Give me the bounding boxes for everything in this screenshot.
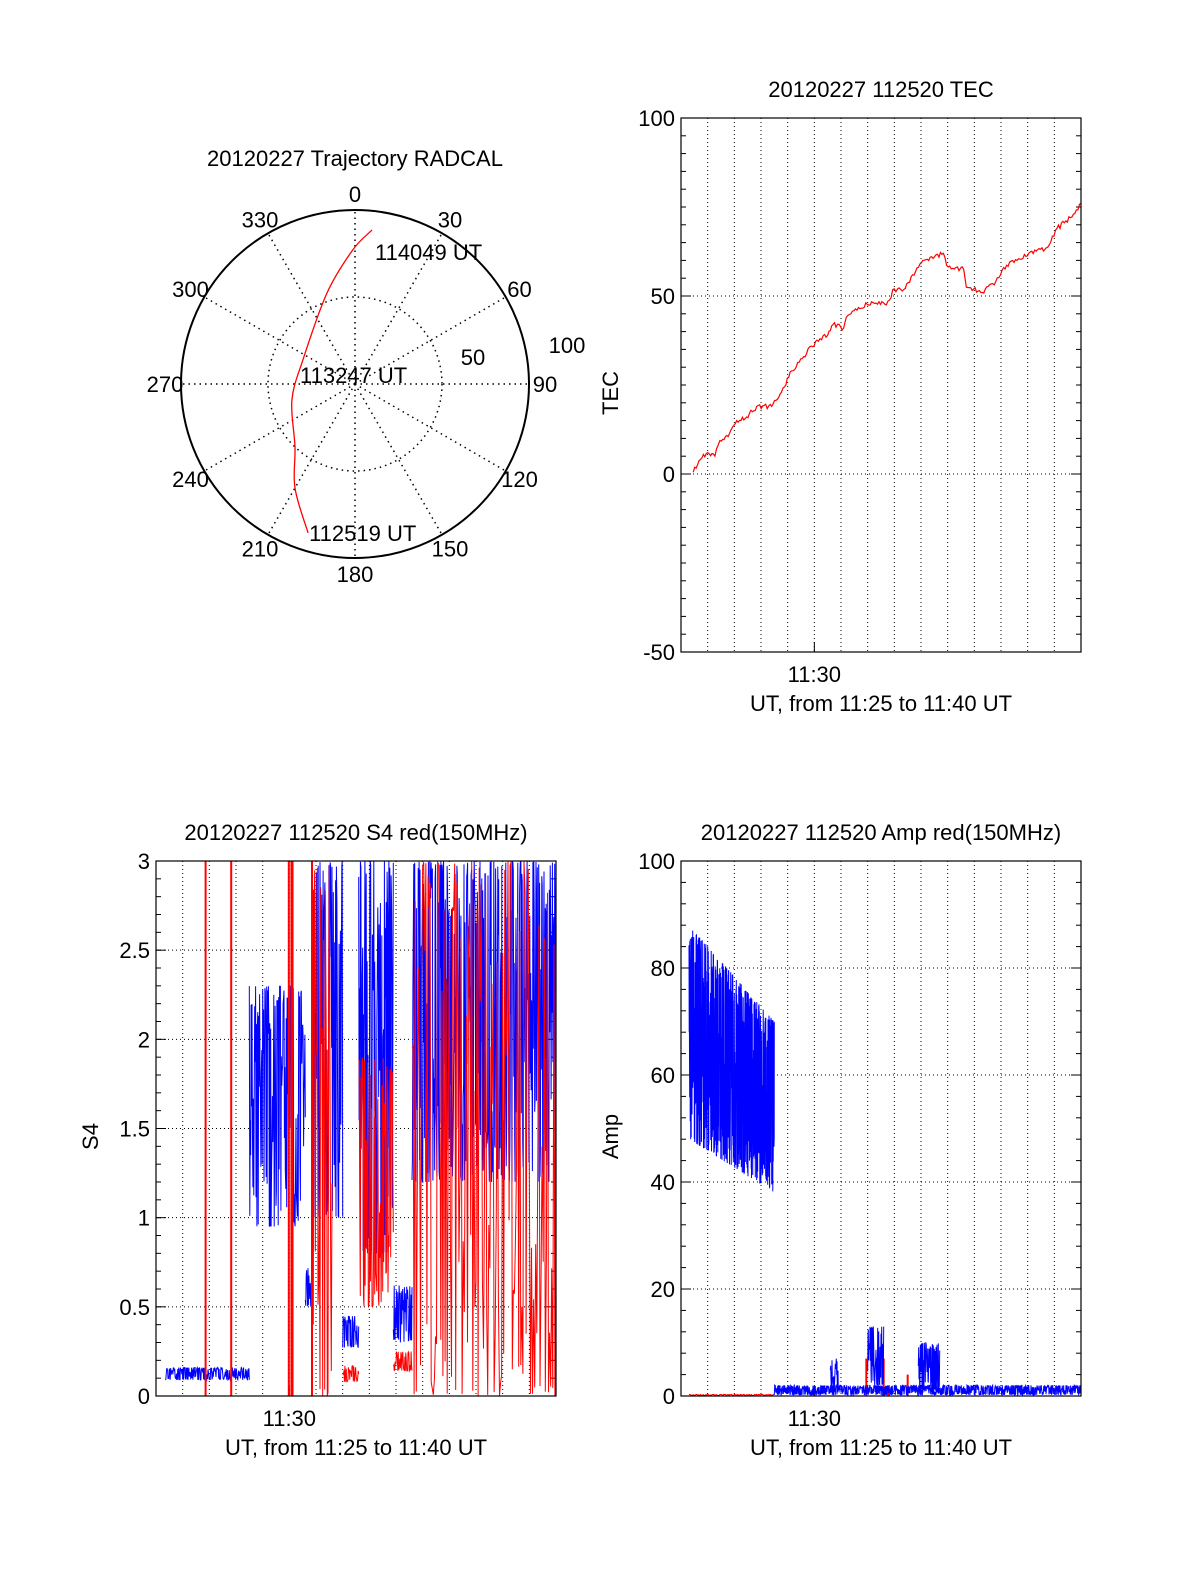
- polar-spoke: [354, 383, 507, 472]
- y-tick-label: 2.5: [119, 938, 150, 963]
- s4-blue-segment: [392, 1285, 413, 1343]
- polar-spoke: [354, 296, 507, 385]
- polar-angle-label: 150: [432, 537, 469, 562]
- polar-angle-label: 60: [507, 277, 531, 302]
- polar-angle-label: 210: [242, 537, 279, 562]
- amp-red-segment: [688, 1393, 775, 1396]
- y-tick-label: 40: [651, 1170, 675, 1195]
- polar-spoke: [203, 296, 356, 385]
- amp-blue-segment: [917, 1342, 941, 1391]
- s4-blue-segment: [248, 985, 306, 1227]
- trajectory-end-label: 114049 UT: [375, 240, 482, 265]
- plot-frame: [680, 860, 1082, 1397]
- s4-blue-segment: [165, 1366, 250, 1382]
- polar-radius-label: 50: [461, 345, 485, 370]
- s4-red-segment: [358, 1057, 394, 1308]
- chart-title: 20120227 112520 S4 red(150MHz): [184, 820, 527, 845]
- y-axis-label: Amp: [598, 1114, 623, 1159]
- y-tick-label: -50: [643, 640, 675, 665]
- polar-angle-label: 0: [349, 182, 361, 207]
- y-tick-label: 100: [638, 106, 675, 131]
- y-tick-label: 2: [138, 1027, 150, 1052]
- y-tick-label: 20: [651, 1277, 675, 1302]
- polar-angle-label: 120: [501, 467, 538, 492]
- polar-angle-label: 300: [172, 277, 209, 302]
- x-axis-label: UT, from 11:25 to 11:40 UT: [750, 691, 1012, 716]
- y-tick-label: 3: [138, 849, 150, 874]
- y-tick-label: 80: [651, 956, 675, 981]
- y-axis-label: S4: [78, 1123, 103, 1150]
- trajectory-start-label: 112519 UT: [309, 521, 416, 546]
- polar-angle-label: 330: [242, 207, 279, 232]
- plot-area: [692, 202, 1081, 473]
- polar-inner-circle: [267, 296, 443, 472]
- tec-line: [692, 202, 1081, 473]
- plot-frame: [155, 860, 557, 1397]
- polar-angle-label: 240: [172, 467, 209, 492]
- y-tick-label: 50: [651, 284, 675, 309]
- polar-spoke: [267, 383, 356, 536]
- polar-spoke: [203, 383, 356, 472]
- y-tick-label: 60: [651, 1063, 675, 1088]
- amp-blue-segment: [688, 930, 775, 1192]
- x-tick-label: 11:30: [263, 1406, 316, 1431]
- polar-angle-label: 90: [533, 372, 557, 397]
- y-tick-label: 100: [638, 849, 675, 874]
- polar-trajectory-panel: 20120227 Trajectory RADCAL 0 30 60 90 120 150 1…: [147, 146, 586, 587]
- y-tick-label: 0: [663, 462, 675, 487]
- s4-red-segment: [392, 1350, 413, 1373]
- polar-spoke: [267, 232, 356, 385]
- polar-angle-label: 30: [438, 207, 462, 232]
- polar-outer-circle: [180, 209, 530, 559]
- y-tick-label: 0: [663, 1384, 675, 1409]
- s4-red-segment: [342, 1365, 360, 1383]
- s4-red-segment: [411, 861, 556, 1396]
- x-tick-label: 11:30: [788, 662, 841, 687]
- tec-panel: 20120227 112520 TEC -50 0 50 100 11:30 UT, fro…: [598, 77, 1082, 716]
- plot-area: [688, 930, 1081, 1396]
- amp-panel: 20120227 112520 Amp red(150MHz) 0 20 40 60 80…: [598, 820, 1082, 1460]
- x-axis-label: UT, from 11:25 to 11:40 UT: [750, 1435, 1012, 1460]
- x-tick-label: 11:30: [788, 1406, 841, 1431]
- s4-blue-segment: [411, 861, 556, 1184]
- amp-blue-segment: [773, 1383, 1081, 1396]
- x-axis-label: UT, from 11:25 to 11:40 UT: [225, 1435, 487, 1460]
- plot-frame: [680, 117, 1082, 653]
- s4-panel: 20120227 112520 S4 red(150MHz) 0 0.5 1 1.5 2 2…: [78, 820, 557, 1460]
- polar-spoke: [354, 383, 443, 536]
- chart-title: 20120227 112520 Amp red(150MHz): [701, 820, 1061, 845]
- y-tick-label: 0.5: [119, 1295, 150, 1320]
- polar-trajectory-line: [290, 229, 373, 534]
- polar-spoke: [354, 232, 443, 385]
- s4-blue-segment: [304, 1268, 313, 1307]
- polar-title: 20120227 Trajectory RADCAL: [207, 146, 503, 171]
- y-axis-label: TEC: [598, 371, 623, 415]
- plot-area: [165, 861, 556, 1396]
- s4-blue-segment: [342, 1315, 360, 1348]
- polar-angle-label: 270: [147, 372, 184, 397]
- y-tick-label: 0: [138, 1384, 150, 1409]
- polar-radius-label: 100: [549, 333, 586, 358]
- amp-blue-segment: [829, 1358, 839, 1391]
- trajectory-mid-label: 113247 UT: [300, 363, 407, 388]
- y-tick-label: 1: [138, 1206, 150, 1231]
- chart-title: 20120227 112520 TEC: [768, 77, 994, 102]
- polar-angle-label: 180: [337, 562, 374, 587]
- amp-blue-segment: [867, 1326, 885, 1386]
- y-tick-label: 1.5: [119, 1117, 150, 1142]
